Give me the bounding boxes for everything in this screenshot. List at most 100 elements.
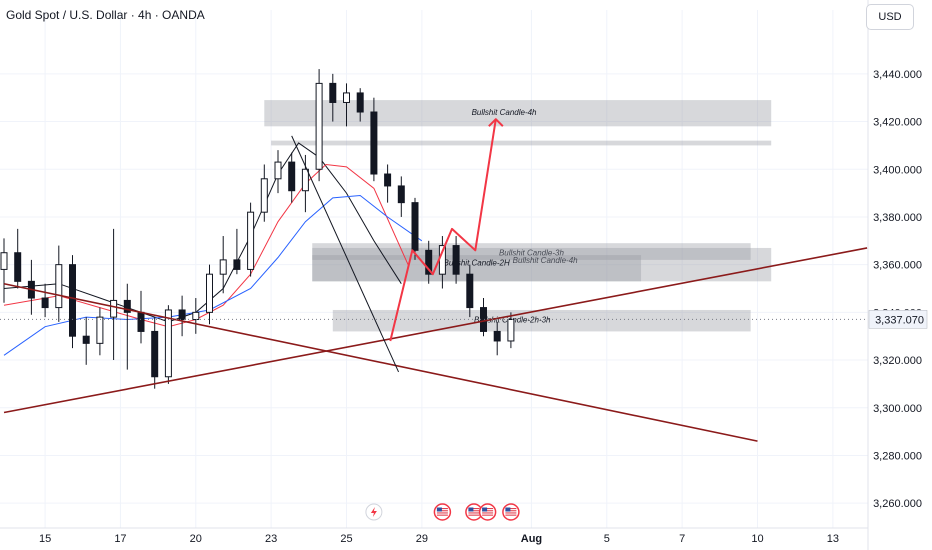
candle [83, 317, 89, 365]
candle [481, 298, 487, 336]
flag-stripe [437, 515, 448, 516]
candle [124, 284, 130, 370]
candle-body [398, 186, 404, 203]
time-tick-label: Aug [521, 533, 542, 545]
chart-title: Gold Spot / U.S. Dollar · 4h · OANDA [6, 8, 205, 22]
flag-event-icon [434, 504, 450, 520]
flag-stripe [505, 515, 516, 516]
candle-body [481, 308, 487, 332]
candle-body [357, 93, 363, 112]
time-tick-label: 23 [265, 533, 277, 545]
candle-body [1, 253, 7, 270]
time-tick-label: 25 [340, 533, 352, 545]
candle [193, 298, 199, 334]
flag-stripe [482, 515, 493, 516]
candle-body [179, 310, 185, 320]
time-tick-label: 29 [416, 533, 428, 545]
candle-body [138, 312, 144, 331]
candle-body [56, 265, 62, 308]
time-axis[interactable]: 151720232529Aug571013 [0, 528, 868, 545]
price-tick-label: 3,280.000 [873, 450, 922, 462]
candle-body [385, 174, 391, 186]
candle [302, 155, 308, 212]
candle-body [70, 265, 76, 337]
trend-line [4, 284, 758, 441]
flag-canton [468, 508, 473, 512]
candle-body [193, 312, 199, 319]
time-tick-label: 13 [827, 533, 839, 545]
lightning-event-icon [366, 504, 382, 520]
candle-body [508, 320, 514, 341]
candle [261, 164, 267, 221]
candle-body [289, 162, 295, 191]
candle-body [494, 331, 500, 341]
zone-box [271, 141, 771, 146]
flag-canton [437, 508, 442, 512]
candle [97, 308, 103, 356]
candle [275, 150, 281, 193]
candle-body [83, 336, 89, 343]
event-circle [503, 504, 519, 520]
price-tick-label: 3,260.000 [873, 498, 922, 510]
time-tick-label: 5 [604, 533, 610, 545]
candle-body [248, 212, 254, 269]
flag-canton [482, 508, 487, 512]
flag-stripe [437, 512, 448, 513]
candle [385, 164, 391, 202]
trend-lines[interactable] [4, 136, 867, 441]
candle-body [330, 83, 336, 102]
zone-label: Bullshit Candle-4h [472, 108, 537, 117]
candle-body [152, 331, 158, 376]
flag-event-icon [480, 504, 496, 520]
candle-body [97, 317, 103, 343]
candle [289, 153, 295, 203]
price-tick-label: 3,320.000 [873, 355, 922, 367]
candle-body [234, 260, 240, 270]
price-tick-label: 3,360.000 [873, 260, 922, 272]
flag-stripe [482, 512, 493, 513]
candle-body [275, 162, 281, 179]
price-tick-label: 3,380.000 [873, 212, 922, 224]
candle [70, 255, 76, 348]
candle [138, 291, 144, 343]
flag-stripe [505, 512, 516, 513]
candle [28, 260, 34, 315]
candle [316, 69, 322, 181]
event-icons[interactable] [366, 504, 519, 520]
price-tick-label: 3,300.000 [873, 403, 922, 415]
price-tick-label: 3,400.000 [873, 164, 922, 176]
last-price-label: 3,337.070 [875, 314, 924, 326]
candle [1, 238, 7, 302]
candle-body [261, 179, 267, 212]
flag-stripe [468, 515, 479, 516]
candle [179, 296, 185, 337]
price-tick-label: 3,420.000 [873, 117, 922, 129]
time-tick-label: 7 [679, 533, 685, 545]
time-tick-label: 17 [114, 533, 126, 545]
currency-button[interactable]: USD [866, 4, 914, 30]
candle [111, 229, 117, 360]
price-tick-label: 3,440.000 [873, 69, 922, 81]
candle-body [302, 169, 308, 190]
candle [152, 317, 158, 389]
ma-black-line [4, 143, 401, 322]
candle [248, 203, 254, 277]
candle-body [220, 260, 226, 274]
candle-body [344, 93, 350, 103]
candle-body [412, 203, 418, 251]
candle [56, 246, 62, 322]
candle-body [371, 112, 377, 174]
candle-body [165, 310, 171, 377]
flag-stripe [468, 512, 479, 513]
candle [15, 229, 21, 289]
candle-body [207, 274, 213, 312]
candle [234, 229, 240, 274]
time-tick-label: 15 [39, 533, 51, 545]
candle [398, 176, 404, 217]
candle-body [467, 274, 473, 307]
candle-body [316, 83, 322, 169]
flag-canton [505, 508, 510, 512]
candle-body [15, 253, 21, 282]
